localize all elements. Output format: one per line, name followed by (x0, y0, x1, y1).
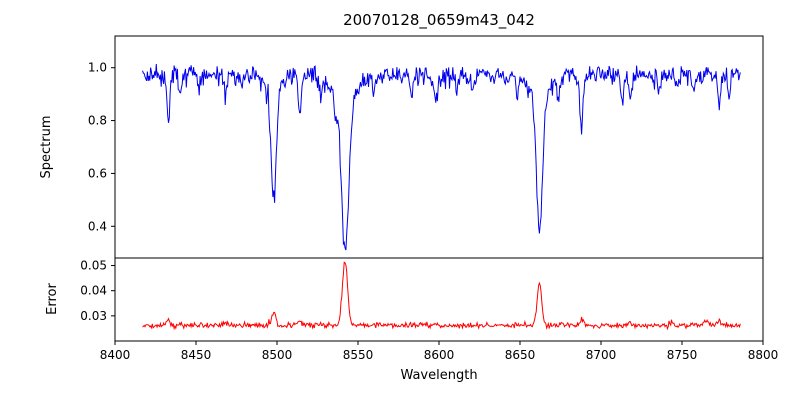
x-tick-label: 8400 (100, 348, 131, 362)
x-tick-label: 8600 (424, 348, 455, 362)
x-axis-label: Wavelength (400, 368, 477, 383)
chart-title: 20070128_0659m43_042 (343, 11, 535, 30)
top-y-axis-label: Spectrum (39, 116, 54, 179)
y-tick-label-spectrum: 0.6 (88, 166, 107, 180)
bottom-plot-frame (114, 257, 764, 342)
y-tick-label-error: 0.04 (80, 284, 107, 298)
top-plot-frame (114, 35, 764, 259)
spectrum-line (142, 63, 741, 251)
error-line (142, 261, 741, 331)
x-tick-label: 8800 (748, 348, 779, 362)
top-plot (114, 35, 764, 259)
axis-ticks: 8400 8450 8500 8550 8600 8650 8700 8750 8800 0.4 0… (80, 61, 778, 362)
x-tick-label: 8450 (181, 348, 212, 362)
y-tick-label-error: 0.03 (80, 309, 107, 323)
x-tick-label: 8700 (586, 348, 617, 362)
x-tick-label: 8550 (343, 348, 374, 362)
y-tick-label-spectrum: 0.8 (88, 114, 107, 128)
x-tick-label: 8750 (667, 348, 698, 362)
y-tick-label-spectrum: 0.4 (88, 219, 107, 233)
y-tick-label-error: 0.05 (80, 259, 107, 273)
y-tick-label-spectrum: 1.0 (88, 61, 107, 75)
bottom-y-axis-label: Error (45, 283, 60, 315)
bottom-plot (114, 257, 764, 342)
x-tick-label: 8650 (505, 348, 536, 362)
x-tick-label: 8500 (262, 348, 293, 362)
